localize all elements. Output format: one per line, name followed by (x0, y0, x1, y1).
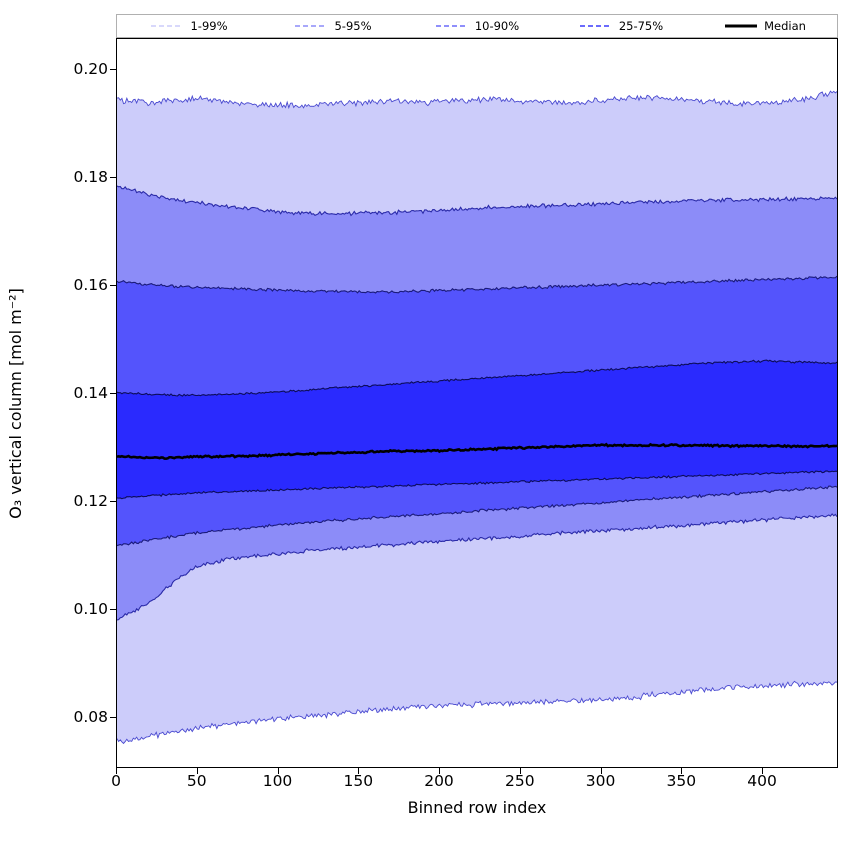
y-tick-label: 0.16 (73, 275, 108, 294)
legend-entry[interactable]: 1-99% (117, 19, 261, 33)
legend-label: Median (764, 19, 806, 33)
legend-label: 25-75% (618, 19, 664, 33)
x-axis-tick-labels: 0 50 100 150 200 250 300 350 400 (111, 772, 838, 802)
legend-entry[interactable]: 25-75% (549, 19, 693, 33)
band-edge-5-95-upper (117, 185, 837, 217)
legend-label: 1-99% (190, 19, 228, 33)
x-axis-label: Binned row index (407, 798, 547, 817)
band-25-75 (117, 360, 837, 499)
legend-swatch-icon (295, 25, 328, 27)
y-tick-mark (110, 284, 116, 286)
x-tick-mark (762, 768, 764, 774)
median-line (117, 442, 837, 461)
legend-label: 5-95% (334, 19, 372, 33)
x-tick-mark (358, 768, 360, 774)
y-tick-label: 0.12 (73, 492, 108, 511)
y-tick-mark (110, 68, 116, 70)
band-edge-10-90-lower (117, 485, 837, 547)
x-tick-label: 150 (343, 772, 374, 790)
y-tick-label: 0.20 (73, 59, 108, 78)
x-tick-label: 100 (262, 772, 293, 790)
legend-label: 10-90% (474, 19, 520, 33)
x-tick-label: 400 (747, 772, 777, 790)
band-edge-1-99-lower (117, 680, 837, 745)
y-tick-mark (110, 609, 116, 611)
y-tick-label: 0.14 (73, 384, 108, 402)
y-tick-mark (110, 176, 116, 178)
legend-entry[interactable]: Median (693, 19, 837, 33)
x-tick-mark (600, 768, 602, 774)
band-edge-10-90-upper (117, 275, 837, 294)
x-tick-label: 250 (505, 772, 535, 790)
x-tick-label: 50 (186, 772, 207, 790)
x-tick-mark (116, 768, 117, 774)
y-tick-label: 0.08 (73, 708, 108, 727)
x-tick-mark (681, 768, 683, 774)
x-tick-label: 300 (585, 772, 616, 790)
y-axis-label: O₃ vertical column [mol m⁻²] (5, 287, 25, 519)
band-edge-25-75-upper (117, 359, 837, 397)
legend-swatch-icon (579, 25, 612, 27)
legend-swatch-icon (151, 25, 184, 27)
y-tick-mark (110, 393, 116, 394)
x-tick-mark (439, 768, 440, 774)
x-tick-label: 350 (666, 772, 697, 790)
plot-svg (117, 90, 837, 745)
y-tick-mark (110, 717, 116, 719)
band-edge-5-95-lower (117, 513, 837, 621)
y-axis-ticks (110, 38, 116, 768)
x-tick-mark (196, 768, 198, 774)
y-tick-label: 0.10 (73, 600, 108, 619)
x-axis-ticks (116, 768, 838, 774)
band-edge-25-75-lower (117, 470, 837, 500)
chart-legend: 1-99% 5-95% 10-90% 25-75% Median (116, 14, 838, 38)
x-tick-label: 0 (111, 772, 121, 790)
x-tick-label: 200 (424, 772, 454, 790)
y-axis-tick-labels: 0.08 0.10 0.12 0.14 0.16 0.18 0.20 (26, 38, 108, 768)
x-tick-mark (277, 768, 279, 774)
y-tick-mark (110, 501, 116, 503)
legend-entry[interactable]: 10-90% (405, 19, 549, 33)
legend-swatch-icon (435, 25, 468, 27)
band-edge-1-99-upper (117, 90, 837, 110)
legend-swatch-icon (725, 24, 758, 28)
plot-area (116, 38, 838, 768)
y-tick-label: 0.18 (73, 167, 108, 186)
legend-entry[interactable]: 5-95% (261, 19, 405, 33)
x-tick-mark (519, 768, 521, 774)
y-axis-label-wrap: O₃ vertical column [mol m⁻²] (0, 38, 30, 768)
